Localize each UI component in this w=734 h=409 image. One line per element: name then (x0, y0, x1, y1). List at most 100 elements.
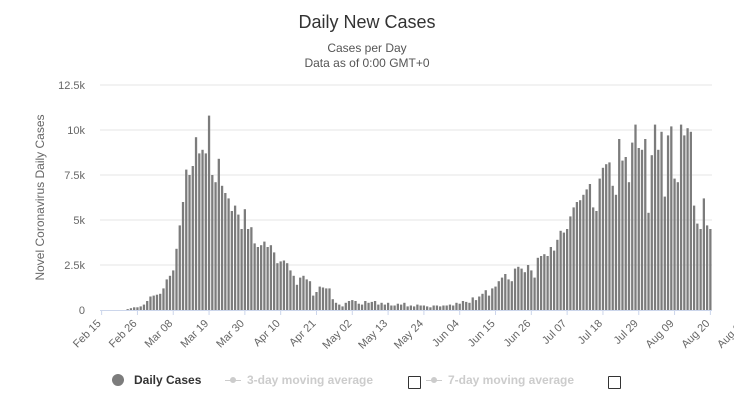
bar (422, 305, 426, 310)
bar (631, 142, 634, 310)
bar (575, 202, 579, 310)
bar (227, 198, 230, 310)
y-tick-label: 5k (73, 215, 85, 227)
bar (386, 302, 390, 310)
bar (526, 265, 530, 310)
bar (699, 229, 702, 310)
x-tick-label: May 24 (392, 318, 426, 352)
y-tick-label: 0 (79, 305, 85, 317)
y-tick-label: 2.5k (64, 260, 85, 272)
bar (520, 268, 523, 310)
bar (240, 229, 243, 310)
bar (517, 266, 520, 310)
bar (666, 135, 670, 310)
series-marker-icon (112, 374, 124, 386)
bar (220, 185, 224, 310)
bar (201, 149, 204, 310)
bar (692, 205, 696, 310)
bar (458, 303, 461, 310)
bar (273, 252, 276, 310)
bar (360, 304, 364, 310)
bar (471, 297, 474, 310)
bar (660, 131, 663, 310)
bar (409, 305, 413, 310)
bar (608, 162, 611, 310)
x-tick-label: Aug 09 (644, 318, 677, 351)
bar (334, 302, 338, 310)
bar (354, 301, 357, 310)
bar (523, 272, 526, 310)
x-tick-label: Mar 08 (143, 318, 176, 351)
bar (500, 277, 504, 310)
bar (605, 164, 608, 310)
bar (487, 295, 491, 310)
bar (292, 275, 295, 310)
bar (592, 207, 595, 310)
bar (455, 302, 458, 310)
bar (513, 268, 517, 310)
bar (442, 305, 445, 310)
bar (702, 198, 705, 310)
bar (627, 182, 631, 310)
bar (536, 257, 539, 310)
x-tick-label: Jun 26 (502, 318, 534, 350)
bar (194, 137, 198, 310)
bar (185, 169, 188, 310)
bar (198, 153, 201, 310)
bar (279, 261, 282, 310)
3-day-average-checkbox[interactable] (408, 376, 421, 389)
bar (380, 302, 383, 310)
7-day-average-checkbox[interactable] (608, 376, 621, 389)
bar (373, 301, 377, 310)
bar (347, 301, 351, 310)
bar (159, 293, 162, 310)
bar (673, 178, 676, 310)
bar (243, 209, 246, 310)
bar (178, 225, 181, 310)
bar (266, 247, 269, 310)
x-tick-label: Jul 07 (540, 318, 569, 347)
bar (696, 223, 699, 310)
bar (250, 227, 253, 310)
x-tick-label: Jun 15 (466, 318, 498, 350)
bar (224, 193, 227, 310)
bar (286, 263, 289, 310)
x-tick-label: Feb 26 (107, 318, 140, 351)
bar (162, 288, 165, 310)
bar (211, 175, 214, 310)
bar (396, 303, 399, 310)
bar (670, 126, 673, 311)
bar (611, 185, 614, 310)
chart-data-date: Data as of 0:00 GMT+0 (304, 56, 430, 70)
bar (429, 307, 432, 310)
bar (582, 194, 585, 310)
bar (133, 307, 136, 310)
bar (289, 270, 292, 310)
legend-label: Daily Cases (134, 373, 202, 387)
bar (601, 167, 605, 310)
bar (377, 304, 380, 310)
bar (146, 301, 149, 310)
bar (530, 270, 533, 310)
bar (419, 305, 422, 310)
bar (595, 211, 598, 310)
bar (325, 288, 328, 310)
bar (435, 305, 439, 310)
y-tick-label: 10k (67, 125, 85, 137)
x-tick-label: Mar 19 (178, 318, 211, 351)
bar (328, 288, 331, 310)
bar (676, 182, 679, 310)
x-tick-label: May 02 (320, 318, 354, 352)
y-tick-label: 12.5k (58, 80, 85, 92)
chart-title: Daily New Cases (298, 12, 436, 32)
bar (315, 292, 318, 310)
bar (637, 148, 640, 310)
bar (136, 307, 139, 310)
bar (295, 284, 299, 310)
bar (497, 281, 500, 310)
bar (562, 232, 566, 310)
bar (533, 277, 536, 310)
line-marker-icon (225, 377, 241, 383)
bar (585, 189, 588, 310)
bar (468, 302, 471, 310)
